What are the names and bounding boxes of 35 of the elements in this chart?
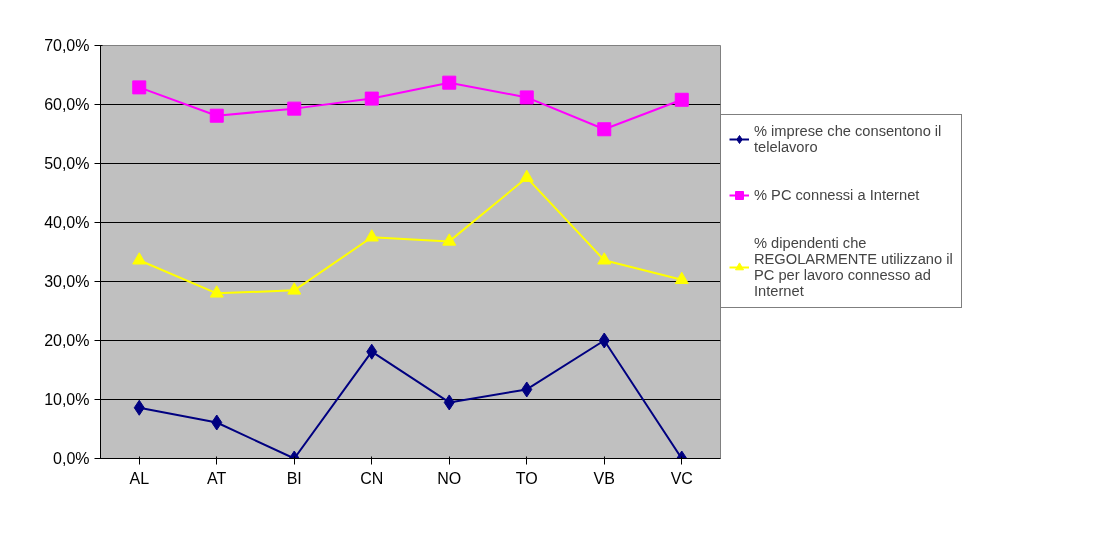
point xyxy=(597,122,612,137)
point xyxy=(364,229,379,242)
point xyxy=(674,271,689,284)
y-tick-label: 30,0% xyxy=(44,273,90,290)
point xyxy=(132,80,147,95)
y-tick-label: 10,0% xyxy=(44,391,90,408)
point xyxy=(287,282,302,295)
point xyxy=(519,90,534,105)
point xyxy=(132,252,147,265)
point xyxy=(364,91,379,106)
y-tick-label: 70,0% xyxy=(44,37,90,54)
x-tick-label: VC xyxy=(670,469,693,487)
point xyxy=(597,252,612,265)
x-tick-label: CN xyxy=(360,469,384,487)
x-tick-label: AT xyxy=(207,469,227,487)
legend-label: % imprese che consentono il telelavoro xyxy=(754,123,942,155)
x-tick-label: TO xyxy=(515,469,538,487)
x-tick-label: AL xyxy=(129,469,150,487)
legend-label: % dipendenti che REGOLARMENTE utilizzano il PC per lavoro connesso ad Internet xyxy=(754,235,953,299)
point xyxy=(287,101,302,116)
point xyxy=(519,169,534,182)
point xyxy=(674,92,689,107)
point xyxy=(209,285,224,298)
y-tick-label: 0,0% xyxy=(53,450,90,467)
point xyxy=(209,108,224,123)
y-tick-label: 40,0% xyxy=(44,214,90,231)
y-tick-label: 50,0% xyxy=(44,155,90,172)
point xyxy=(442,233,457,246)
x-tick-label: NO xyxy=(437,469,462,487)
legend-label: % PC connessi a Internet xyxy=(754,187,920,203)
y-tick-label: 20,0% xyxy=(44,332,90,349)
x-tick-label: BI xyxy=(286,469,302,487)
point xyxy=(442,75,457,90)
x-tick-label: VB xyxy=(593,469,615,487)
y-tick-label: 60,0% xyxy=(44,96,90,113)
